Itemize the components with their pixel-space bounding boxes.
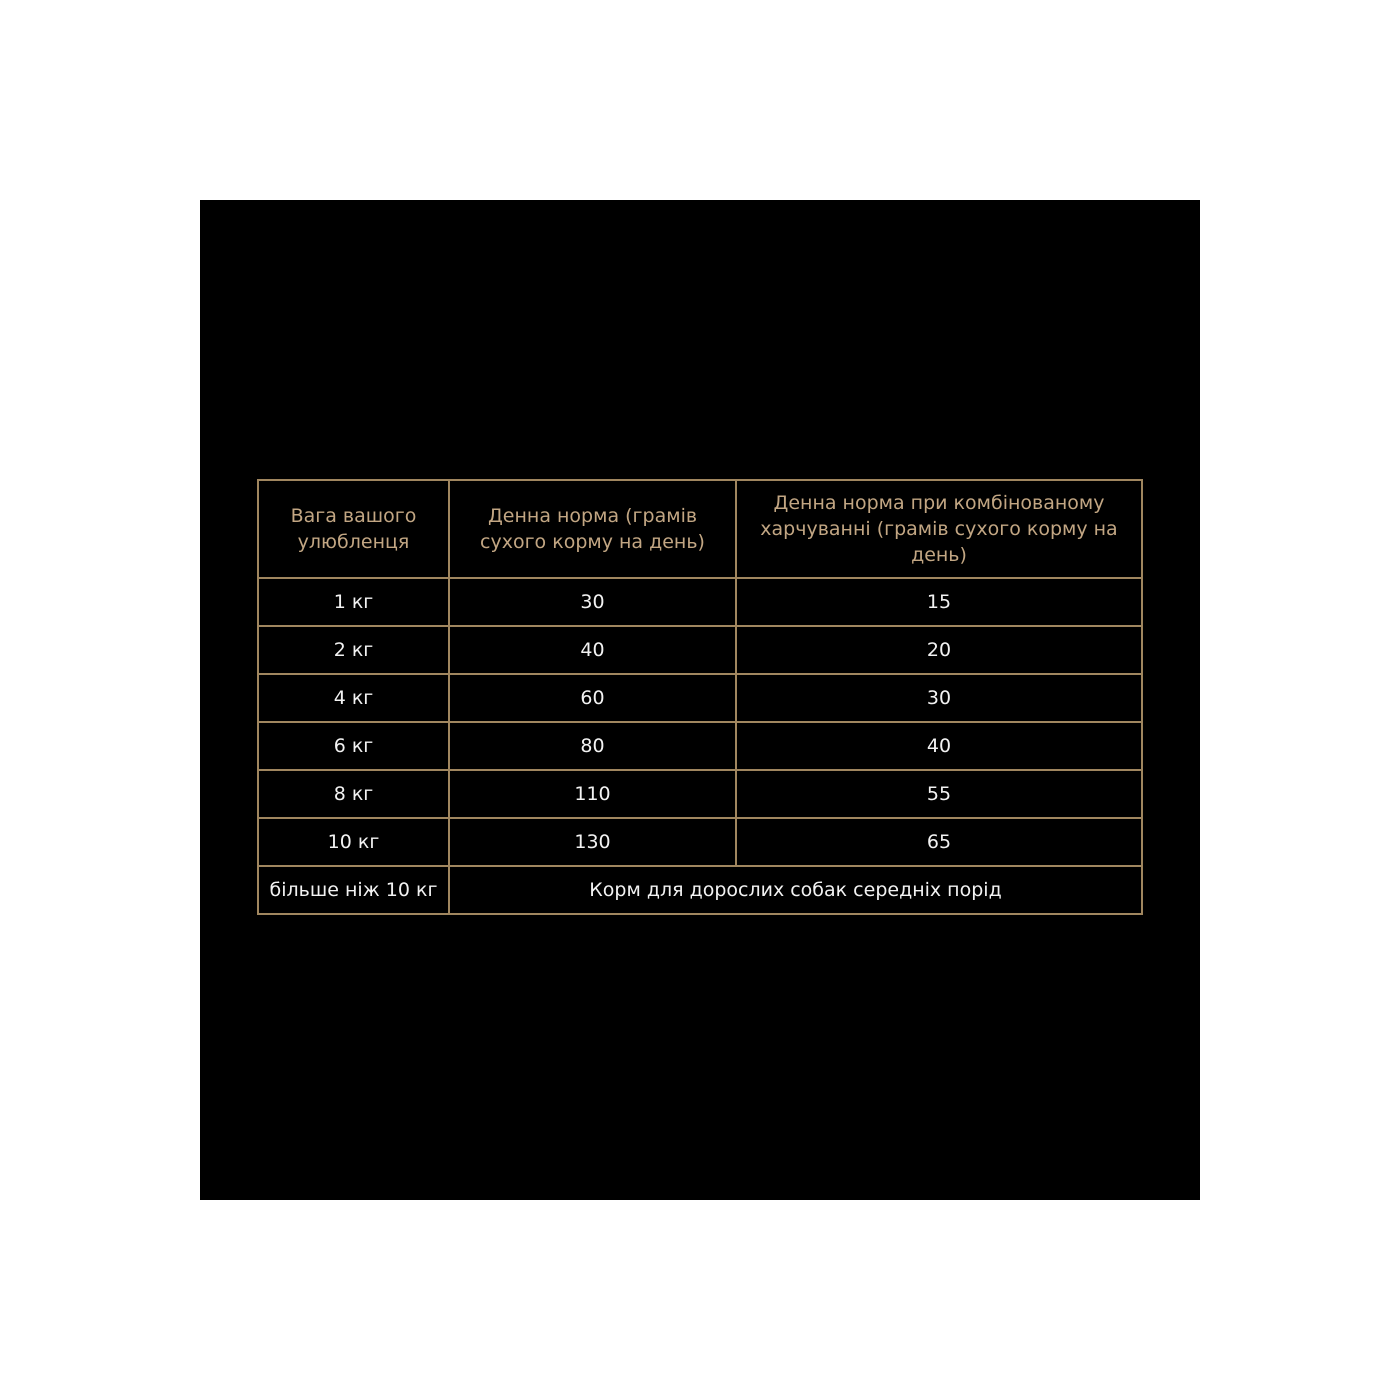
cell-combined-norm: 15 <box>735 577 1143 627</box>
table-row: 4 кг 60 30 <box>257 673 1143 723</box>
cell-daily-norm: 60 <box>448 673 737 723</box>
cell-weight: 2 кг <box>257 625 450 675</box>
cell-combined-norm: 40 <box>735 721 1143 771</box>
cell-combined-norm: 55 <box>735 769 1143 819</box>
black-panel: Вага вашого улюбленця Денна норма (грамі… <box>200 200 1200 1200</box>
cell-note: Корм для дорослих собак середніх порід <box>448 865 1143 915</box>
cell-daily-norm: 110 <box>448 769 737 819</box>
header-row: Вага вашого улюбленця Денна норма (грамі… <box>257 479 1143 579</box>
header-daily-norm: Денна норма (грамів сухого корму на день… <box>448 479 737 579</box>
cell-weight: 6 кг <box>257 721 450 771</box>
table-row: 8 кг 110 55 <box>257 769 1143 819</box>
cell-daily-norm: 80 <box>448 721 737 771</box>
cell-weight: 10 кг <box>257 817 450 867</box>
table-row-over-10kg: більше ніж 10 кг Корм для дорослих собак… <box>257 865 1143 915</box>
cell-weight: 4 кг <box>257 673 450 723</box>
cell-daily-norm: 30 <box>448 577 737 627</box>
feeding-table: Вага вашого улюбленця Денна норма (грамі… <box>257 479 1143 915</box>
table-row: 2 кг 40 20 <box>257 625 1143 675</box>
cell-combined-norm: 65 <box>735 817 1143 867</box>
cell-daily-norm: 130 <box>448 817 737 867</box>
cell-weight: 1 кг <box>257 577 450 627</box>
table-row: 10 кг 130 65 <box>257 817 1143 867</box>
cell-daily-norm: 40 <box>448 625 737 675</box>
table-row: 1 кг 30 15 <box>257 577 1143 627</box>
cell-weight: більше ніж 10 кг <box>257 865 450 915</box>
header-combined-norm: Денна норма при комбінованому харчуванні… <box>735 479 1143 579</box>
cell-combined-norm: 20 <box>735 625 1143 675</box>
cell-weight: 8 кг <box>257 769 450 819</box>
header-weight: Вага вашого улюбленця <box>257 479 450 579</box>
cell-combined-norm: 30 <box>735 673 1143 723</box>
table-row: 6 кг 80 40 <box>257 721 1143 771</box>
